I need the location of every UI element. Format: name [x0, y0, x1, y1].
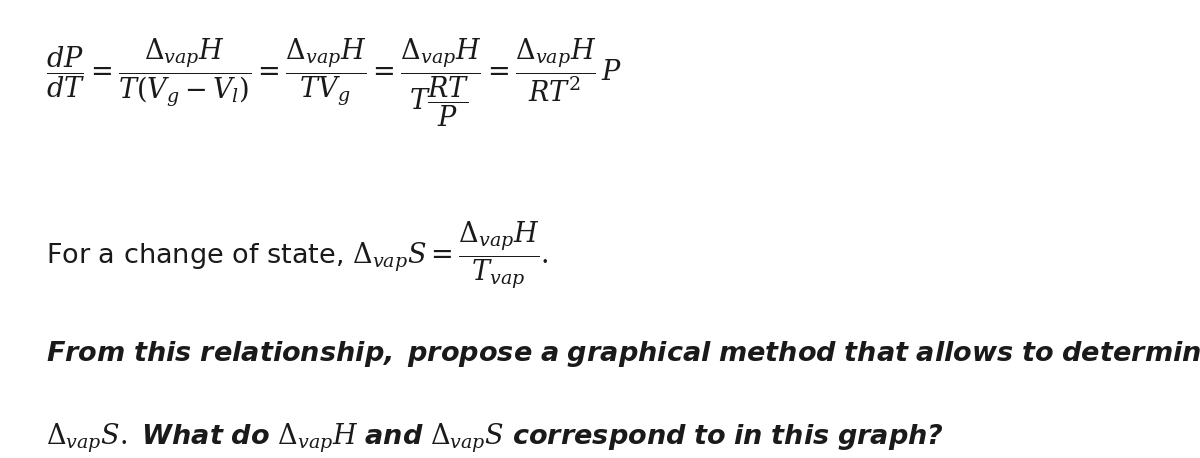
Text: For a change of state, $\Delta_{vap}S = \dfrac{\Delta_{vap}H}{T_{vap}}.$: For a change of state, $\Delta_{vap}S = … — [46, 220, 548, 291]
Text: $\dfrac{dP}{dT} = \dfrac{\Delta_{vap}H}{T(V_g - V_l)} = \dfrac{\Delta_{vap}H}{TV: $\dfrac{dP}{dT} = \dfrac{\Delta_{vap}H}{… — [46, 37, 622, 129]
Text: $\Delta_{vap}S.$$\ \mathdefault{What\ do}\ \Delta_{vap}H\ \mathdefault{and}\ \De: $\Delta_{vap}S.$$\ \mathdefault{What\ do… — [46, 421, 943, 455]
Text: $\mathdefault{From\ this\ relationship,\ propose\ a\ graphical\ method\ that\ al: $\mathdefault{From\ this\ relationship,\… — [46, 339, 1200, 372]
